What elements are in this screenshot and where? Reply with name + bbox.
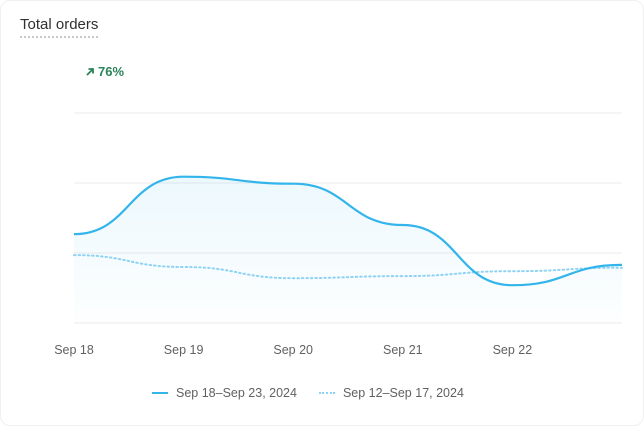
change-indicator: 76%: [85, 64, 124, 79]
legend-item-current[interactable]: Sep 18–Sep 23, 2024: [152, 386, 297, 400]
legend-label: Sep 12–Sep 17, 2024: [342, 386, 464, 400]
solid-line-swatch: [152, 392, 168, 394]
x-tick-label: Sep 18: [54, 343, 94, 357]
legend-item-comparison[interactable]: Sep 12–Sep 17, 2024: [318, 386, 464, 400]
change-value: 76%: [98, 64, 125, 79]
area-fill: [74, 176, 622, 323]
legend: Sep 18–Sep 23, 2024 Sep 12–Sep 17, 2024: [152, 386, 464, 400]
card-title[interactable]: Total orders: [20, 16, 99, 38]
x-tick-label: Sep 20: [273, 343, 313, 357]
series-line-current: [73, 175, 623, 287]
x-tick-label: Sep 21: [383, 343, 423, 357]
x-tick-label: Sep 22: [493, 343, 533, 357]
x-tick-label: Sep 19: [164, 343, 204, 357]
legend-label: Sep 18–Sep 23, 2024: [176, 386, 297, 400]
series-line-comparison: [73, 254, 623, 280]
arrow-up-right-icon: [86, 67, 94, 76]
dotted-line-swatch: [318, 392, 335, 394]
